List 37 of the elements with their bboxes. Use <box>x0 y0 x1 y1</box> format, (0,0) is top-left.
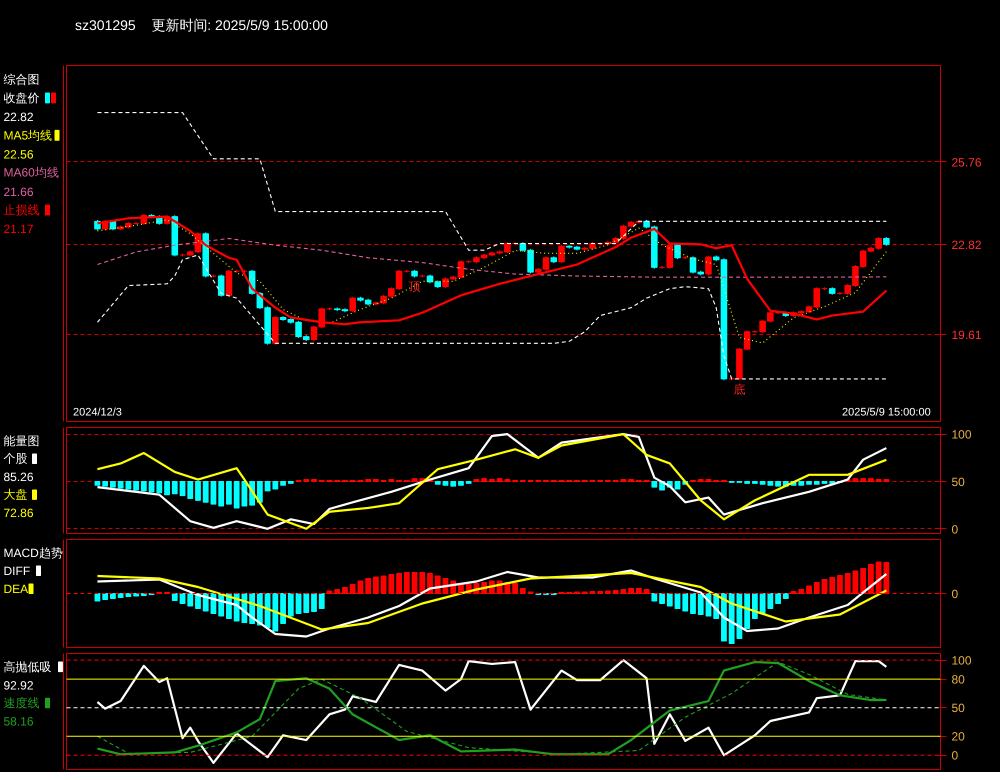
x-tick-label: 2025/5/9 15:00:00 <box>842 406 931 418</box>
legend-label: MA5均线 <box>4 128 52 142</box>
y-tick-label: 20 <box>952 730 966 744</box>
y-tick-label: 100 <box>952 654 972 668</box>
y-tick-label: 80 <box>952 672 966 687</box>
legend-label: DIFF <box>4 564 30 578</box>
chart-subtitle: sz301295 更新时间: 2025/5/9 15:00:00 <box>75 16 328 35</box>
text: 21.17 <box>4 222 34 236</box>
y-tick-label: 100 <box>952 428 972 442</box>
text: 92.92 <box>4 678 34 692</box>
text: 22.82 <box>4 110 34 124</box>
text: 72.86 <box>4 506 34 520</box>
legend-label: DEA <box>4 582 28 596</box>
text: 85.26 <box>4 470 34 484</box>
text: 58.16 <box>4 714 34 729</box>
text: 顶 <box>408 279 421 294</box>
text: 22.56 <box>4 148 34 162</box>
text: 底 <box>733 382 746 396</box>
y-tick-label: 50 <box>952 474 966 489</box>
y-tick-label: 0 <box>952 748 958 763</box>
legend-label: 收盘价 <box>4 90 40 105</box>
legend-label: 高抛低吸 <box>4 660 52 674</box>
legend-label: 大盘 <box>4 488 28 502</box>
text: 能量图 <box>4 434 40 448</box>
legend-label: 止损线 <box>4 203 40 218</box>
text: 综合图 <box>4 72 40 86</box>
y-tick-label: 0 <box>952 522 958 536</box>
x-tick-label: 2024/12/3 <box>72 406 122 418</box>
text: MA60均线 <box>4 166 59 180</box>
y-tick-label: 25.76 <box>952 155 982 170</box>
legend-label: 个股 <box>4 452 28 466</box>
chart-title: MACD趋势 <box>4 546 63 560</box>
legend-label: 速度线 <box>4 696 40 710</box>
y-tick-label: 19.61 <box>952 328 982 342</box>
y-tick-label: 50 <box>952 701 966 716</box>
y-tick-label: 22.82 <box>952 238 982 252</box>
text: 21.66 <box>4 184 34 199</box>
